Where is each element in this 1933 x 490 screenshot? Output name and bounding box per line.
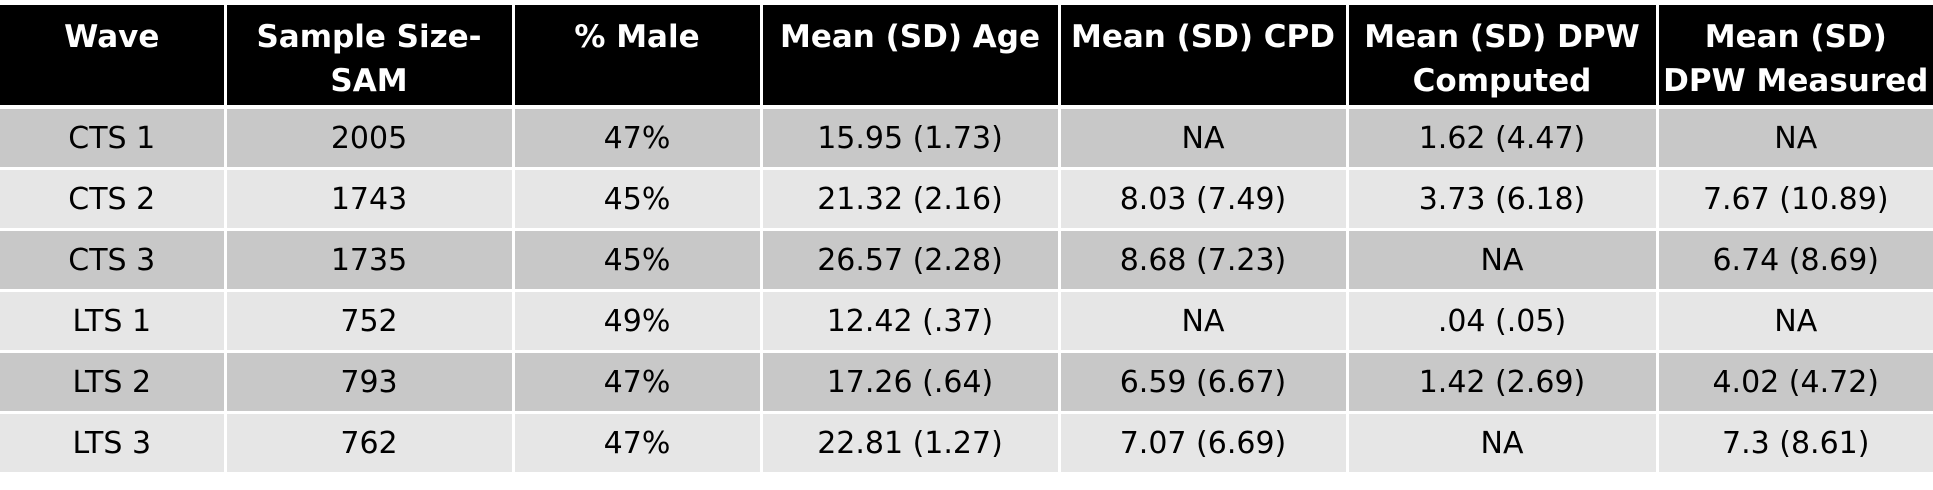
table-row: LTS 3 762 47% 22.81 (1.27) 7.07 (6.69) N…	[0, 412, 1933, 475]
cell-dpw-measured: 7.67 (10.89)	[1655, 168, 1933, 231]
cell-mean-cpd: 8.03 (7.49)	[1057, 168, 1349, 231]
cell-wave: LTS 1	[0, 290, 227, 353]
cell-percent-male: 47%	[511, 412, 763, 475]
header-mean-cpd-line1: Mean (SD) CPD	[1070, 19, 1336, 55]
cell-mean-age: 26.57 (2.28)	[759, 229, 1061, 292]
cell-wave: CTS 2	[0, 168, 227, 231]
table-body: CTS 1 2005 47% 15.95 (1.73) NA 1.62 (4.4…	[0, 107, 1933, 475]
table-header: Wave Sample Size- SAM % Male Mean (SD) A…	[0, 5, 1933, 109]
cell-wave: LTS 3	[0, 412, 227, 475]
cell-sample-size: 752	[223, 290, 515, 353]
wave-summary-table: Wave Sample Size- SAM % Male Mean (SD) A…	[0, 5, 1933, 475]
cell-wave: CTS 3	[0, 229, 227, 292]
cell-wave: LTS 2	[0, 351, 227, 414]
header-dpw-computed-line2: Computed	[1412, 63, 1592, 99]
header-row: Wave Sample Size- SAM % Male Mean (SD) A…	[0, 5, 1933, 109]
cell-dpw-measured: 4.02 (4.72)	[1655, 351, 1933, 414]
cell-dpw-computed: NA	[1345, 412, 1659, 475]
header-wave-line1: Wave	[64, 19, 160, 55]
cell-mean-age: 15.95 (1.73)	[759, 107, 1061, 170]
header-dpw-measured-line2: DPW Measured	[1663, 63, 1929, 99]
header-percent-male: % Male	[511, 5, 763, 109]
header-sample-size-line2: SAM	[330, 63, 408, 99]
cell-percent-male: 47%	[511, 107, 763, 170]
cell-sample-size: 1735	[223, 229, 515, 292]
cell-dpw-computed: .04 (.05)	[1345, 290, 1659, 353]
cell-mean-cpd: 7.07 (6.69)	[1057, 412, 1349, 475]
cell-dpw-measured: 6.74 (8.69)	[1655, 229, 1933, 292]
cell-sample-size: 1743	[223, 168, 515, 231]
cell-sample-size: 2005	[223, 107, 515, 170]
cell-mean-age: 22.81 (1.27)	[759, 412, 1061, 475]
cell-dpw-computed: 3.73 (6.18)	[1345, 168, 1659, 231]
header-dpw-computed: Mean (SD) DPW Computed	[1345, 5, 1659, 109]
cell-sample-size: 762	[223, 412, 515, 475]
cell-dpw-computed: 1.62 (4.47)	[1345, 107, 1659, 170]
cell-percent-male: 45%	[511, 229, 763, 292]
header-percent-male-line1: % Male	[574, 19, 700, 55]
cell-percent-male: 47%	[511, 351, 763, 414]
cell-dpw-computed: NA	[1345, 229, 1659, 292]
table-row: CTS 2 1743 45% 21.32 (2.16) 8.03 (7.49) …	[0, 168, 1933, 231]
header-mean-cpd: Mean (SD) CPD	[1057, 5, 1349, 109]
table-row: LTS 1 752 49% 12.42 (.37) NA .04 (.05) N…	[0, 290, 1933, 353]
cell-mean-cpd: 8.68 (7.23)	[1057, 229, 1349, 292]
header-dpw-measured-line1: Mean (SD)	[1704, 19, 1887, 55]
cell-percent-male: 49%	[511, 290, 763, 353]
cell-mean-cpd: NA	[1057, 290, 1349, 353]
header-dpw-computed-line1: Mean (SD) DPW	[1364, 19, 1640, 55]
cell-mean-cpd: NA	[1057, 107, 1349, 170]
cell-dpw-measured: NA	[1655, 290, 1933, 353]
table-row: CTS 3 1735 45% 26.57 (2.28) 8.68 (7.23) …	[0, 229, 1933, 292]
table-row: CTS 1 2005 47% 15.95 (1.73) NA 1.62 (4.4…	[0, 107, 1933, 170]
header-mean-age: Mean (SD) Age	[759, 5, 1061, 109]
header-dpw-measured: Mean (SD) DPW Measured	[1655, 5, 1933, 109]
cell-mean-age: 17.26 (.64)	[759, 351, 1061, 414]
header-mean-age-line1: Mean (SD) Age	[779, 19, 1041, 55]
header-sample-size: Sample Size- SAM	[223, 5, 515, 109]
cell-wave: CTS 1	[0, 107, 227, 170]
table-row: LTS 2 793 47% 17.26 (.64) 6.59 (6.67) 1.…	[0, 351, 1933, 414]
cell-dpw-measured: 7.3 (8.61)	[1655, 412, 1933, 475]
cell-mean-cpd: 6.59 (6.67)	[1057, 351, 1349, 414]
cell-mean-age: 12.42 (.37)	[759, 290, 1061, 353]
header-sample-size-line1: Sample Size-	[256, 19, 482, 55]
cell-mean-age: 21.32 (2.16)	[759, 168, 1061, 231]
cell-dpw-computed: 1.42 (2.69)	[1345, 351, 1659, 414]
header-wave: Wave	[0, 5, 227, 109]
cell-sample-size: 793	[223, 351, 515, 414]
cell-dpw-measured: NA	[1655, 107, 1933, 170]
cell-percent-male: 45%	[511, 168, 763, 231]
